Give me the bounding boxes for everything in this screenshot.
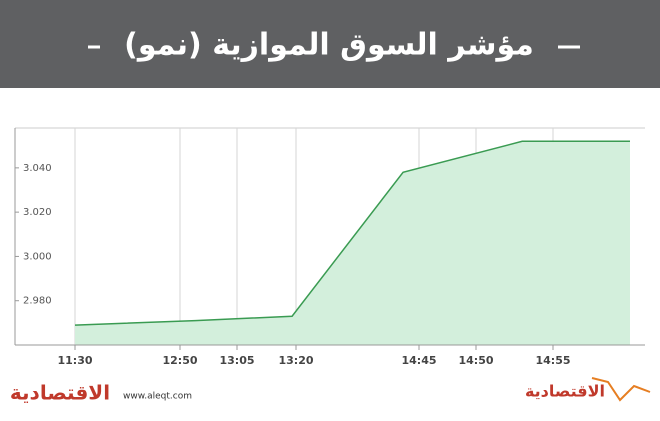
x-tick-label: 13:20 — [278, 354, 313, 367]
x-tick-label: 13:05 — [219, 354, 254, 367]
left-logo: الاقتصادية — [10, 381, 110, 405]
area-fill — [75, 141, 630, 345]
line — [74, 140, 630, 326]
y-tick-label: 3.000 — [23, 251, 52, 262]
y-tick-label: 3.040 — [23, 163, 52, 174]
logo-decoration — [591, 377, 651, 402]
url: www.aleqt.com — [123, 392, 192, 402]
x-tick-label: 12:50 — [162, 354, 197, 367]
x-tick-label: 14:45 — [401, 354, 436, 367]
x-tick-label: 11:30 — [57, 354, 92, 367]
y-tick-label: 2.980 — [23, 296, 52, 307]
x-tick-label: 14:50 — [458, 354, 493, 367]
right-logo: الاقتصادية — [525, 382, 605, 401]
y-tick-label: 3.020 — [23, 207, 52, 218]
header-band — [0, 0, 660, 88]
chart-title: مؤشر السوق الموازية (نمو) — [124, 28, 534, 63]
x-tick-label: 14:55 — [535, 354, 570, 367]
